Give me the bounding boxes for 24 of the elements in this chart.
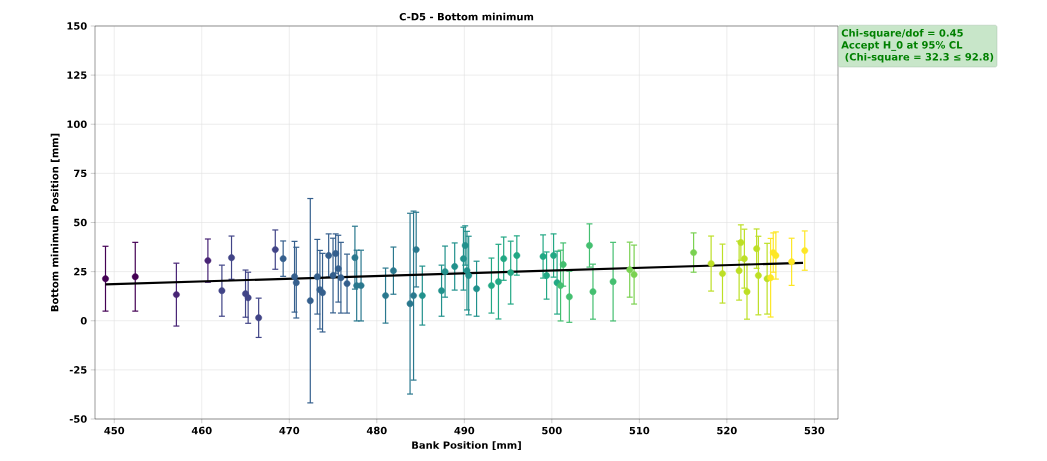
x-tick-label: 520 — [717, 426, 737, 435]
x-tick-label: 490 — [454, 426, 475, 435]
chart-title: C-D5 - Bottom minimum — [399, 12, 534, 21]
y-tick-label: 150 — [67, 22, 87, 30]
x-tick-label: 460 — [191, 426, 212, 435]
y-tick-label: 25 — [74, 267, 87, 276]
x-tick-label: 450 — [104, 426, 125, 435]
x-tick-label: 470 — [279, 426, 300, 435]
x-tick-label: 510 — [629, 426, 650, 435]
y-tick-label: 75 — [74, 169, 87, 178]
x-tick-label: 500 — [542, 426, 562, 435]
text: Chi-square/dof = 0.45 — [841, 28, 963, 39]
text: (Chi-square = 32.3 ≤ 92.8) — [845, 52, 994, 63]
y-tick-label: 0 — [80, 316, 87, 325]
text: Accept H_0 at 95% CL — [841, 41, 963, 51]
y-tick-label: 50 — [74, 218, 87, 227]
x-tick-label: 530 — [804, 426, 825, 435]
y-tick-label: -25 — [69, 366, 87, 374]
x-tick-label: 480 — [366, 426, 387, 435]
y-tick-label: -50 — [69, 415, 87, 423]
y-tick-label: 125 — [67, 71, 87, 79]
y-axis-title: Bottom minimum Position [mm] — [50, 133, 60, 312]
x-axis-title: Bank Position [mm] — [412, 441, 521, 451]
y-tick-label: 100 — [67, 120, 87, 129]
